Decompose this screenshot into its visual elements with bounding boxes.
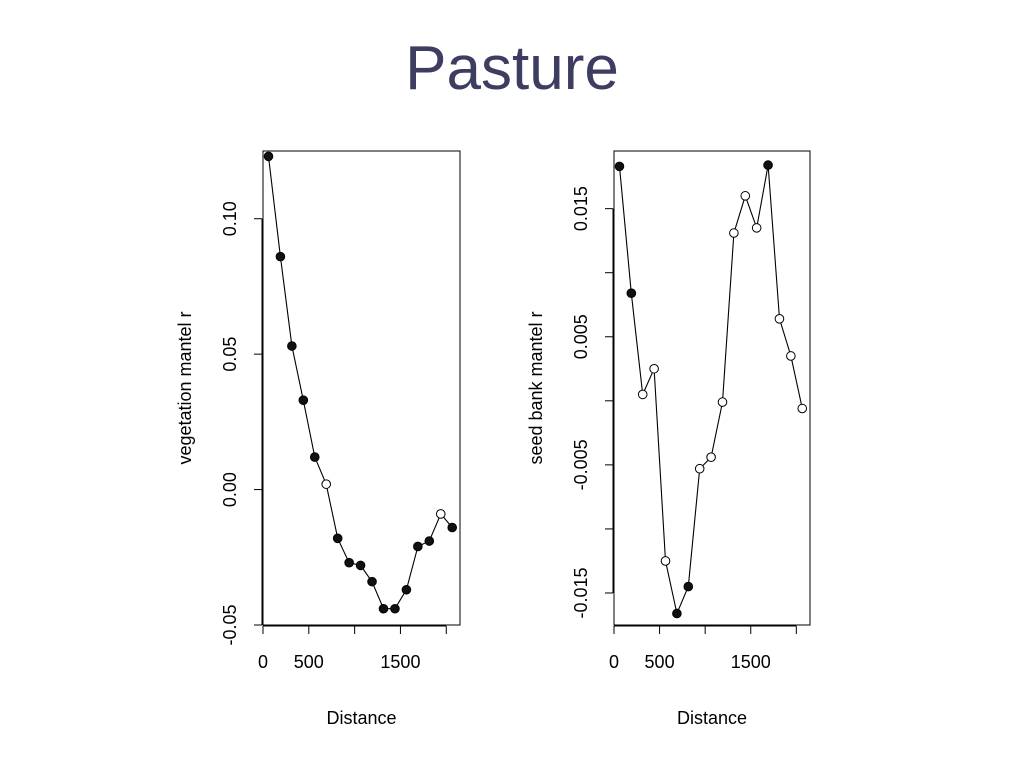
chart-panel-1: 0 500 1500 -0.05 0.00 0.05 0.10 Distance vegetat… (175, 150, 461, 728)
data-point-filled (390, 603, 400, 614)
data-point-filled (683, 581, 694, 592)
x-tick-label: 0 (258, 652, 268, 672)
data-point-filled (287, 341, 297, 351)
y-tick-label: 0.05 (220, 337, 240, 372)
data-point-open (751, 223, 762, 233)
x-tick-label: 1500 (380, 652, 420, 672)
chart-panel-2: 0 500 1500 -0.015 -0.005 0.005 0.015 Distance se… (526, 150, 811, 728)
data-point-filled (355, 560, 366, 571)
slide-title: Pasture (405, 34, 619, 103)
y-axis-title: vegetation mantel r (175, 311, 195, 464)
x-tick-label: 0 (609, 652, 619, 672)
y-tick-label: 0.00 (220, 472, 240, 507)
data-point-open (786, 351, 796, 361)
series-line (618, 165, 803, 616)
data-point-open (435, 509, 446, 519)
data-point-filled (378, 603, 389, 614)
data-point-filled (413, 541, 423, 552)
y-tick-label: 0.015 (571, 186, 591, 231)
data-point-filled (626, 288, 637, 299)
x-tick-label: 1500 (731, 652, 771, 672)
x-axis-title: Distance (677, 708, 747, 728)
data-point-open (729, 228, 739, 238)
data-point-filled (309, 452, 320, 462)
data-point-filled (401, 584, 412, 595)
y-tick-label: -0.015 (571, 567, 591, 618)
data-point-open (649, 363, 659, 374)
data-point-filled (367, 576, 377, 587)
plot-frame (262, 150, 461, 626)
data-point-open (660, 556, 671, 566)
y-tick-label: 0.10 (220, 201, 240, 236)
x-tick-label: 500 (645, 652, 675, 672)
data-point-filled (424, 536, 435, 546)
data-point-open (740, 191, 751, 201)
data-point-filled (263, 151, 274, 162)
data-point-open (321, 479, 332, 489)
data-point-filled (298, 395, 309, 405)
data-point-filled (447, 522, 458, 533)
data-point-filled (332, 533, 343, 544)
data-point-filled (763, 160, 773, 170)
data-point-open (797, 403, 808, 414)
data-point-filled (672, 608, 682, 619)
data-point-open (774, 314, 785, 324)
data-point-open (694, 463, 705, 474)
data-point-filled (614, 161, 625, 172)
data-point-open (717, 397, 728, 407)
data-point-open (706, 452, 716, 462)
data-point-filled (275, 251, 286, 262)
y-tick-label: -0.005 (571, 439, 591, 490)
x-axis-title: Distance (326, 708, 396, 728)
y-tick-label: -0.05 (220, 604, 240, 645)
data-point-filled (344, 557, 354, 568)
plot-frame (613, 150, 811, 626)
y-axis-title: seed bank mantel r (526, 311, 546, 464)
x-tick-label: 500 (294, 652, 324, 672)
data-point-open (637, 389, 648, 400)
y-tick-label: 0.005 (571, 314, 591, 359)
